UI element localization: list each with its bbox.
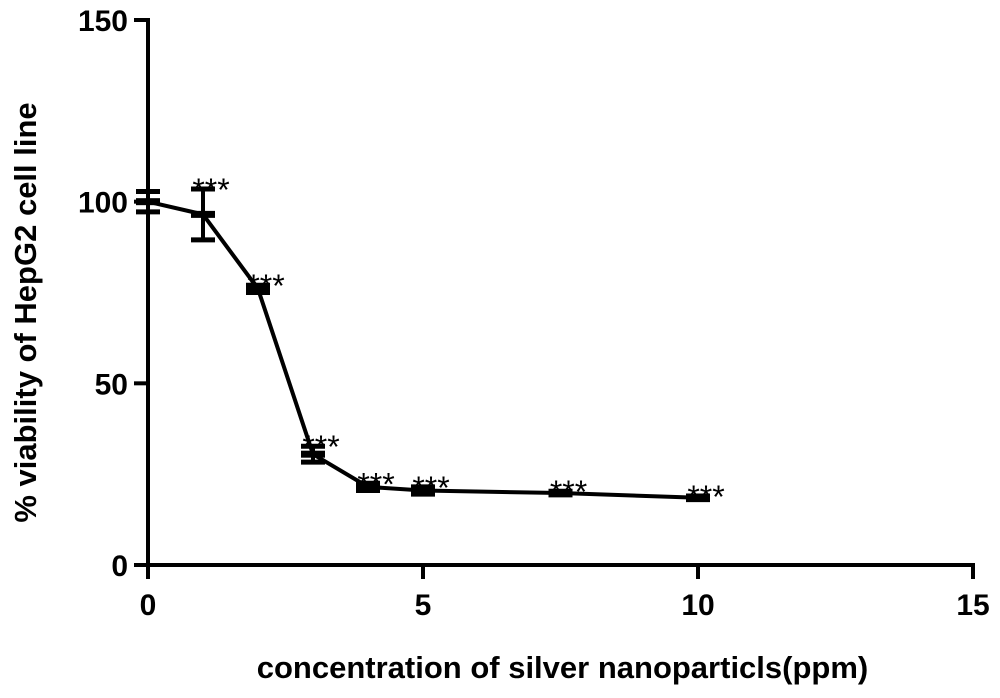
- y-tick-label: 0: [111, 550, 128, 583]
- x-tick-label: 5: [415, 589, 432, 622]
- significance-label: ***: [357, 466, 394, 502]
- significance-label: ***: [550, 474, 587, 510]
- data-point: [191, 186, 215, 243]
- significance-label: ***: [192, 172, 229, 208]
- point-marker: [548, 489, 573, 497]
- point-marker: [686, 494, 710, 502]
- point-marker: [191, 210, 215, 218]
- data-point: [301, 443, 325, 465]
- data-point: [356, 480, 380, 494]
- significance-label: ***: [412, 470, 449, 506]
- series-line: [147, 199, 699, 500]
- y-tick-label: 150: [78, 5, 128, 38]
- data-point: [411, 484, 435, 497]
- point-marker: [136, 198, 160, 206]
- point-marker: [411, 487, 435, 495]
- point-marker: [246, 285, 270, 293]
- y-tick-label: 100: [78, 187, 128, 220]
- significance-label: ***: [302, 429, 339, 465]
- x-tick-label: 15: [956, 589, 989, 622]
- data-point: [686, 493, 710, 503]
- data-marks-layer: [136, 186, 710, 503]
- point-marker: [356, 483, 380, 491]
- x-axis-title: concentration of silver nanoparticls(ppm…: [257, 650, 868, 685]
- x-tick-label: 10: [681, 589, 714, 622]
- significance-label: ***: [247, 268, 284, 304]
- y-axis-title: % viability of HepG2 cell line: [8, 102, 43, 522]
- y-tick-label: 50: [95, 368, 128, 401]
- significance-label: ***: [687, 479, 724, 515]
- x-tick-label: 0: [140, 589, 157, 622]
- data-point: [246, 282, 270, 295]
- data-point: [136, 188, 160, 215]
- data-point: [548, 488, 573, 498]
- data-line-layer: [147, 199, 699, 500]
- labels-layer: 0 50 100 150 0 5 10 15 concentration of silver n…: [8, 5, 990, 685]
- point-marker: [301, 450, 325, 458]
